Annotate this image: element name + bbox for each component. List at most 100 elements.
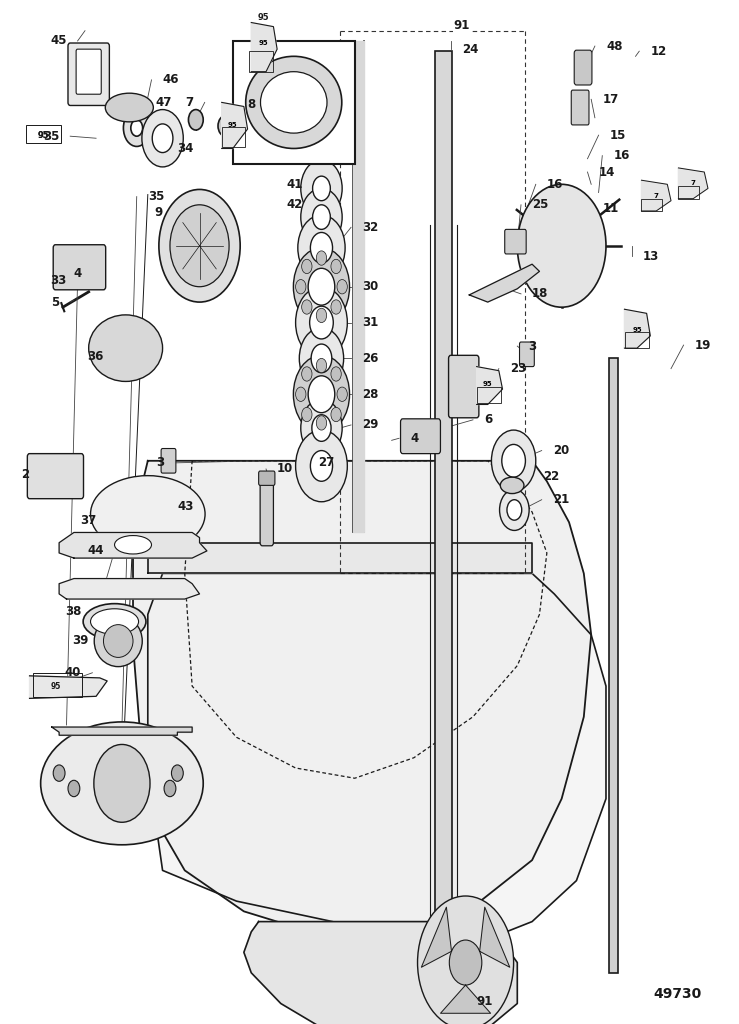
Text: 40: 40 bbox=[65, 667, 81, 679]
Circle shape bbox=[302, 367, 312, 381]
Polygon shape bbox=[421, 907, 452, 968]
Ellipse shape bbox=[83, 603, 146, 639]
Text: 43: 43 bbox=[177, 501, 194, 513]
Circle shape bbox=[94, 744, 150, 822]
Text: 46: 46 bbox=[163, 74, 179, 86]
Circle shape bbox=[316, 308, 327, 323]
FancyBboxPatch shape bbox=[520, 342, 534, 367]
Circle shape bbox=[311, 344, 332, 373]
Text: 27: 27 bbox=[318, 457, 334, 469]
Text: 8: 8 bbox=[248, 98, 256, 111]
Text: 31: 31 bbox=[362, 316, 378, 329]
Circle shape bbox=[337, 280, 347, 294]
Circle shape bbox=[296, 387, 306, 401]
Circle shape bbox=[188, 110, 203, 130]
Text: 95: 95 bbox=[50, 682, 61, 690]
Polygon shape bbox=[477, 367, 503, 404]
Text: 95: 95 bbox=[258, 40, 268, 46]
Ellipse shape bbox=[90, 475, 205, 553]
Text: 22: 22 bbox=[543, 470, 559, 482]
Circle shape bbox=[299, 328, 344, 389]
Text: 44: 44 bbox=[87, 545, 103, 557]
Polygon shape bbox=[641, 180, 671, 211]
Circle shape bbox=[142, 110, 183, 167]
Circle shape bbox=[337, 387, 347, 401]
Text: 11: 11 bbox=[602, 203, 619, 215]
Polygon shape bbox=[148, 573, 606, 942]
FancyBboxPatch shape bbox=[505, 229, 526, 254]
Circle shape bbox=[310, 232, 333, 263]
Circle shape bbox=[316, 251, 327, 265]
Text: 18: 18 bbox=[532, 288, 548, 300]
Text: 20: 20 bbox=[553, 444, 569, 457]
Circle shape bbox=[316, 416, 327, 430]
Text: 30: 30 bbox=[362, 281, 378, 293]
Text: 45: 45 bbox=[50, 35, 67, 47]
Circle shape bbox=[308, 376, 335, 413]
Circle shape bbox=[308, 268, 335, 305]
Text: 91: 91 bbox=[454, 19, 470, 32]
Text: 28: 28 bbox=[362, 388, 378, 400]
Text: 95: 95 bbox=[228, 122, 238, 128]
Circle shape bbox=[301, 160, 342, 217]
Ellipse shape bbox=[245, 56, 342, 148]
Ellipse shape bbox=[261, 72, 327, 133]
Circle shape bbox=[293, 248, 350, 326]
Ellipse shape bbox=[500, 477, 524, 494]
Text: 21: 21 bbox=[553, 494, 569, 506]
FancyBboxPatch shape bbox=[259, 471, 275, 485]
Text: 35: 35 bbox=[148, 190, 164, 203]
FancyBboxPatch shape bbox=[449, 355, 479, 418]
Circle shape bbox=[418, 896, 514, 1024]
Circle shape bbox=[301, 188, 342, 246]
Polygon shape bbox=[148, 543, 532, 573]
Text: 34: 34 bbox=[177, 142, 194, 155]
Text: 25: 25 bbox=[532, 199, 548, 211]
Ellipse shape bbox=[115, 536, 151, 554]
Text: 16: 16 bbox=[613, 150, 630, 162]
Circle shape bbox=[312, 415, 331, 441]
Circle shape bbox=[171, 765, 183, 781]
Text: 42: 42 bbox=[287, 199, 303, 211]
Circle shape bbox=[331, 367, 341, 381]
Text: 39: 39 bbox=[72, 634, 89, 646]
Polygon shape bbox=[133, 461, 591, 942]
FancyBboxPatch shape bbox=[161, 449, 176, 473]
Text: 95: 95 bbox=[632, 327, 642, 333]
Text: 4: 4 bbox=[73, 267, 81, 280]
Text: 2: 2 bbox=[21, 468, 30, 480]
Circle shape bbox=[316, 358, 327, 373]
Text: 47: 47 bbox=[155, 96, 171, 109]
Text: 32: 32 bbox=[362, 221, 378, 233]
Text: 38: 38 bbox=[65, 605, 81, 617]
Circle shape bbox=[313, 205, 330, 229]
Text: 95: 95 bbox=[38, 131, 50, 139]
Bar bbox=[435, 51, 452, 922]
Text: 36: 36 bbox=[87, 350, 103, 362]
Text: 33: 33 bbox=[50, 274, 67, 287]
Circle shape bbox=[331, 259, 341, 273]
Text: 7: 7 bbox=[654, 193, 658, 199]
Polygon shape bbox=[624, 309, 650, 348]
Circle shape bbox=[123, 110, 150, 146]
Circle shape bbox=[310, 451, 333, 481]
Circle shape bbox=[331, 300, 341, 314]
Circle shape bbox=[298, 215, 345, 281]
Circle shape bbox=[411, 430, 420, 442]
Text: 24: 24 bbox=[462, 43, 478, 55]
Circle shape bbox=[301, 399, 342, 457]
Text: 95: 95 bbox=[483, 381, 493, 387]
Ellipse shape bbox=[94, 615, 142, 667]
Text: 16: 16 bbox=[547, 178, 563, 190]
Circle shape bbox=[302, 300, 312, 314]
Text: 37: 37 bbox=[80, 514, 96, 526]
Ellipse shape bbox=[103, 625, 133, 657]
Polygon shape bbox=[52, 727, 192, 735]
Text: 7: 7 bbox=[185, 96, 194, 109]
Circle shape bbox=[313, 176, 330, 201]
Text: 48: 48 bbox=[606, 40, 622, 52]
Polygon shape bbox=[353, 41, 364, 532]
Circle shape bbox=[218, 116, 233, 136]
Polygon shape bbox=[244, 922, 517, 1024]
FancyBboxPatch shape bbox=[571, 90, 589, 125]
